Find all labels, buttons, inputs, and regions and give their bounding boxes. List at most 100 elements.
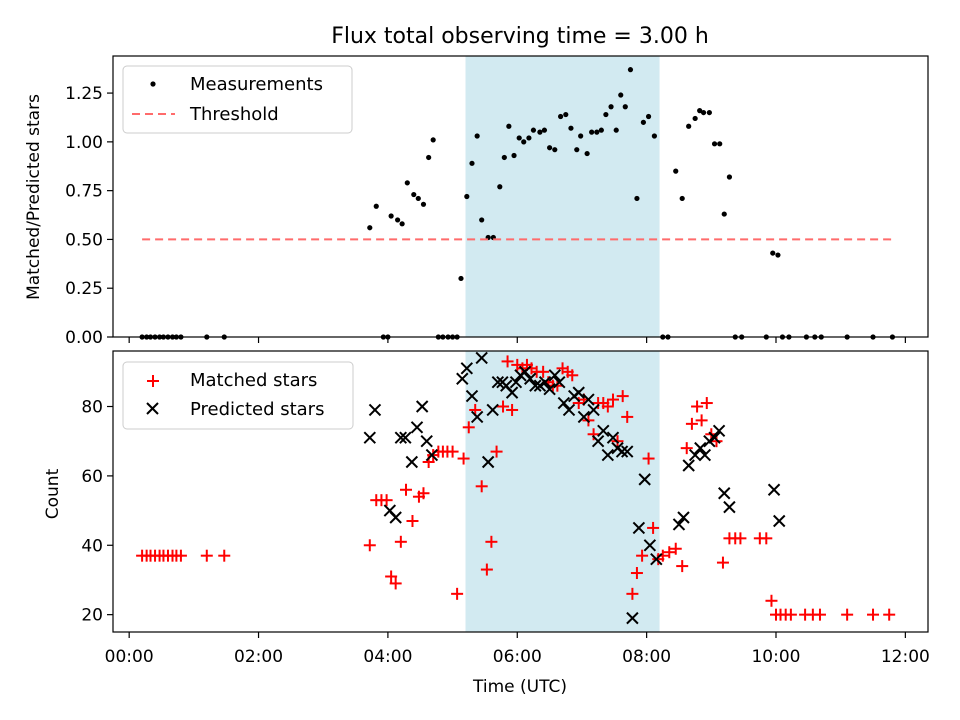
predicted-star-point <box>538 376 552 389</box>
predicted-star-point <box>650 552 663 566</box>
measurement-point <box>618 92 624 98</box>
matched-star-point <box>406 514 419 527</box>
predicted-star-point <box>582 393 595 406</box>
matched-star-point <box>734 532 747 545</box>
predicted-star-point <box>621 445 634 458</box>
y-tick-label: 40 <box>81 536 103 556</box>
matched-star-point <box>363 539 376 552</box>
chart-title: Flux total observing time = 3.00 h <box>331 24 709 49</box>
matched-star-point <box>621 410 634 423</box>
predicted-star-point <box>557 396 571 410</box>
predicted-star-point <box>597 424 610 437</box>
y-tick-label: 1.25 <box>65 84 103 104</box>
top-axes: 0.00 0.25 0.50 0.75 1.00 1.25 <box>65 84 906 348</box>
measurement-point <box>697 108 703 114</box>
predicted-star-point <box>363 431 376 444</box>
measurement-point <box>568 125 574 131</box>
measurement-point <box>537 129 543 135</box>
measurement-point <box>692 115 698 122</box>
matched-star-point <box>587 428 600 441</box>
predicted-star-point <box>410 421 424 434</box>
matched-star-point <box>813 608 826 621</box>
predicted-star-point <box>712 424 726 437</box>
measurement-point <box>634 195 640 202</box>
predicted-star-point <box>465 389 479 403</box>
legend-threshold-label: Threshold <box>189 104 279 125</box>
predicted-star-point <box>405 455 419 469</box>
matched-star-point <box>867 608 880 621</box>
predicted-star-point <box>773 514 786 528</box>
matched-star-point <box>685 417 698 430</box>
measurement-point <box>415 195 421 202</box>
matched-star-point <box>451 587 464 600</box>
predicted-star-point <box>518 365 532 379</box>
matched-star-point <box>200 549 213 562</box>
measurement-point <box>497 184 503 190</box>
predicted-star-point <box>491 376 505 389</box>
measurement-point <box>469 160 475 166</box>
measurement-point <box>645 113 652 120</box>
predicted-star-point <box>420 434 433 448</box>
legend-predicted-label: Predicted stars <box>190 399 324 420</box>
x-tick-label: 04:00 <box>363 647 412 667</box>
x-axis-label: Time (UTC) <box>472 677 567 697</box>
x-tick-label: 00:00 <box>105 647 154 667</box>
predicted-star-point <box>718 487 731 500</box>
predicted-star-point <box>601 448 615 462</box>
predicted-star-point <box>394 431 408 444</box>
matched-star-point <box>417 487 430 500</box>
top-plot-frame <box>112 55 929 338</box>
predicted-star-point <box>606 431 620 444</box>
matched-star-point <box>490 445 503 458</box>
measurement-point <box>770 250 776 256</box>
predicted-star-point <box>399 431 412 444</box>
predicted-star-point <box>677 511 690 524</box>
legend-predicted-marker <box>146 402 159 415</box>
measurement-point <box>622 104 628 110</box>
legend-measurements-marker <box>150 81 156 87</box>
measurement-point <box>686 123 692 129</box>
measurement-point <box>404 180 410 186</box>
predicted-star-point <box>694 441 707 455</box>
measurement-point <box>420 201 427 207</box>
measurement-point <box>464 193 470 200</box>
predicted-star-point <box>643 539 657 552</box>
measurement-point <box>673 168 679 174</box>
matched-star-point <box>601 400 614 413</box>
measurement-point <box>594 129 600 135</box>
measurement-point <box>501 154 507 161</box>
matched-star-point <box>566 369 579 382</box>
measurement-point <box>726 174 733 180</box>
predicted-star-point <box>456 372 469 385</box>
matched-star-point <box>462 421 475 434</box>
matched-star-point <box>537 365 550 378</box>
measurement-point <box>395 217 401 223</box>
x-tick-label: 06:00 <box>493 647 542 667</box>
predicted-star-point <box>543 382 556 396</box>
bottom-plot-frame <box>112 350 929 633</box>
measurement-point <box>516 135 522 141</box>
matched-star-point <box>506 403 519 416</box>
measurement-point <box>711 141 718 147</box>
matched-star-point <box>669 542 682 555</box>
predicted-star-point <box>460 362 474 375</box>
matched-star-point <box>446 445 459 458</box>
matched-star-point <box>400 483 413 496</box>
predicted-star-point <box>682 459 695 472</box>
predicted-star-point <box>587 403 600 417</box>
matched-star-point <box>475 480 488 493</box>
measurement-point <box>558 113 564 120</box>
matched-star-point <box>626 587 639 600</box>
matched-star-point <box>457 452 470 465</box>
x-tick-label: 10:00 <box>751 647 800 667</box>
x-tick-label: 02:00 <box>234 647 283 667</box>
y-tick-label: 80 <box>81 398 103 418</box>
matched-star-point <box>501 355 514 368</box>
predicted-star-point <box>529 379 542 392</box>
predicted-star-point <box>523 372 537 385</box>
measurement-point <box>608 104 614 110</box>
measurement-point <box>679 195 685 202</box>
measurement-point <box>547 145 553 151</box>
x-tick-label: 08:00 <box>622 647 671 667</box>
